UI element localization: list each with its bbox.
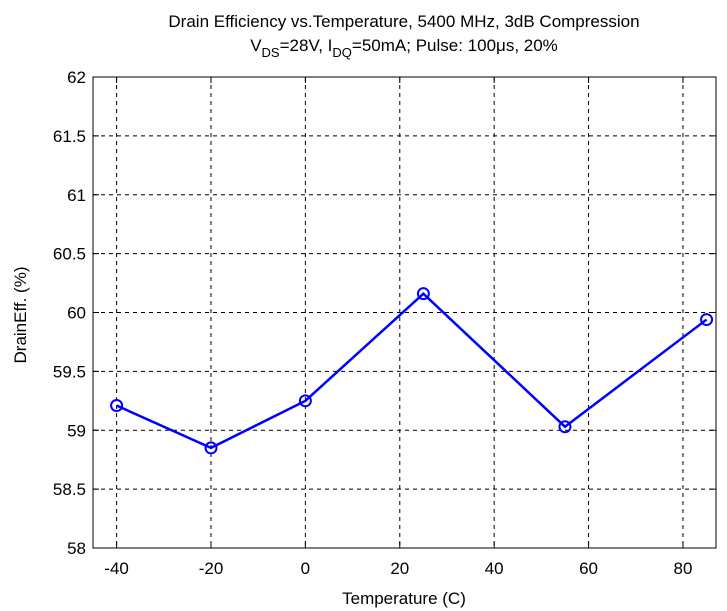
y-tick-label: 60 — [67, 304, 86, 323]
data-point-marker — [416, 287, 430, 301]
x-tick-label: -20 — [199, 559, 224, 578]
data-point-marker — [558, 420, 572, 434]
y-tick-label: 58 — [67, 539, 86, 558]
x-tick-label: -40 — [104, 559, 129, 578]
title-v: V — [250, 36, 262, 55]
title-v-val: =28V, I — [280, 36, 333, 55]
y-tick-label: 59.5 — [53, 362, 86, 381]
grid — [93, 77, 716, 548]
series-layer — [110, 287, 714, 455]
x-tick-label: 80 — [674, 559, 693, 578]
y-axis-label: DrainEff. (%) — [11, 267, 30, 364]
x-tick-label: 60 — [579, 559, 598, 578]
y-tick-label: 59 — [67, 421, 86, 440]
series-line — [116, 291, 708, 450]
y-tick-label: 60.5 — [53, 245, 86, 264]
x-tick-label: 40 — [485, 559, 504, 578]
data-point-marker — [110, 399, 124, 413]
title-i-sub: DQ — [332, 45, 352, 60]
x-tick-label: 20 — [390, 559, 409, 578]
data-point-marker — [700, 313, 714, 327]
y-tick-label: 61.5 — [53, 127, 86, 146]
y-tick-label: 61 — [67, 186, 86, 205]
title-v-sub: DS — [262, 45, 280, 60]
y-tick-label: 62 — [67, 68, 86, 87]
data-point-marker — [204, 441, 218, 455]
axis-ticks: -40 -20 0 20 40 60 80 58 58.5 59 59.5 60 60.5 61 61.5 6… — [53, 68, 716, 578]
chart-title-line2: VDS=28V, IDQ=50mA; Pulse: 100μs, 20% — [250, 36, 558, 60]
y-tick-label: 58.5 — [53, 480, 86, 499]
x-tick-label: 0 — [301, 559, 310, 578]
title-rest: =50mA; Pulse: 100μs, 20% — [352, 36, 558, 55]
x-axis-label: Temperature (C) — [342, 589, 466, 608]
data-point-marker — [298, 394, 312, 408]
chart-title-line1: Drain Efficiency vs.Temperature, 5400 MH… — [168, 12, 639, 31]
